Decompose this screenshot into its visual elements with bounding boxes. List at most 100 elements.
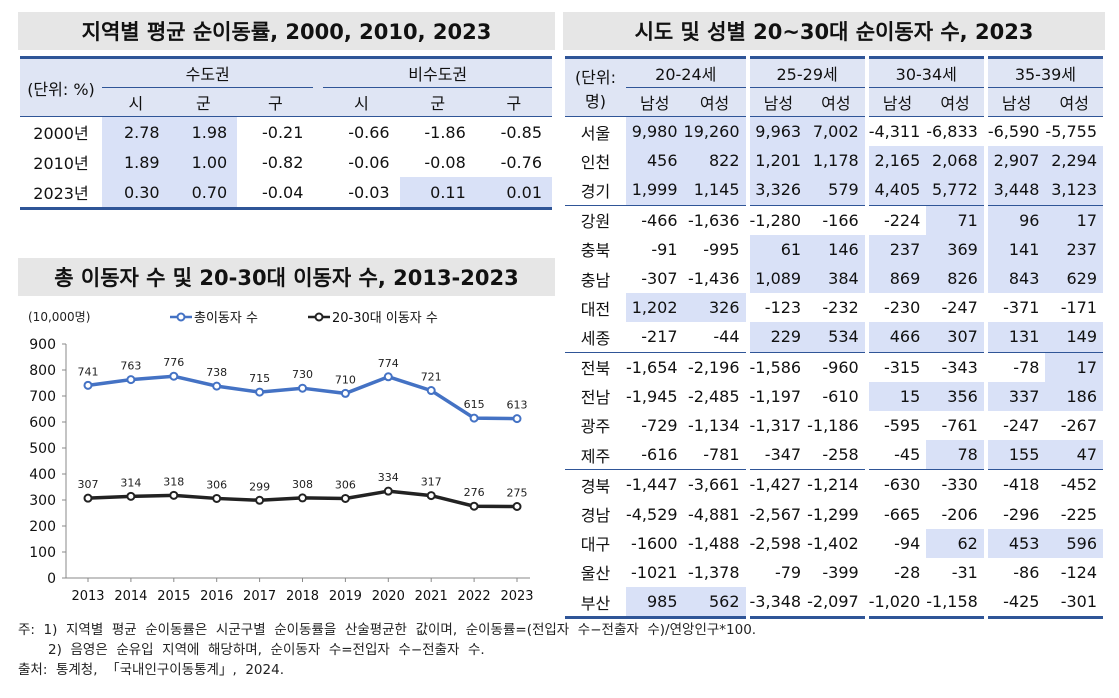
table-row: 인천 456 822 1,201 1,178 2,165 2,068 2,907 2,294	[565, 146, 1103, 176]
table-cell: 7,002	[807, 116, 867, 147]
table-row: 전북 -1,654 -2,196 -1,586 -960 -315 -343 -78 17	[565, 351, 1103, 382]
y-tick-label: 300	[29, 493, 56, 509]
table-cell: 1.98	[169, 116, 238, 147]
table-cell: -1600	[631, 533, 678, 553]
table-cell: -0.66	[348, 122, 390, 142]
table-cell: -1,945	[625, 386, 678, 406]
table-cell: -267	[1060, 415, 1097, 435]
data-label: 721	[421, 371, 442, 384]
table-cell: 47	[1045, 440, 1103, 470]
data-point	[169, 371, 179, 381]
x-tick-label: 2016	[200, 589, 233, 604]
sex-header: 남성	[625, 87, 684, 117]
row-region: 울산	[580, 564, 611, 584]
table-cell: -1,134	[687, 415, 740, 435]
data-label: 776	[163, 356, 184, 369]
data-point	[126, 375, 136, 385]
table1-title: 지역별 평균 순이동률, 2000, 2010, 2023	[18, 12, 555, 50]
data-label: 715	[249, 372, 270, 385]
table-cell: -347	[745, 440, 808, 470]
table-cell: -91	[651, 239, 678, 259]
unit-label: (단위: %)	[20, 56, 102, 117]
table-cell: 19,260	[683, 116, 748, 147]
table-cell: -425	[983, 587, 1046, 620]
table-cell: -1,186	[807, 415, 859, 435]
table-cell: 2.78	[102, 116, 170, 147]
subcol-header: 구	[475, 87, 552, 117]
sex-header: 남성	[745, 87, 808, 117]
table-cell: -3,661	[683, 469, 748, 500]
data-point	[255, 387, 265, 397]
table-cell: -1,427	[745, 469, 808, 500]
data-point	[212, 493, 222, 503]
table-cell: -124	[1060, 562, 1097, 582]
table-cell: -4,881	[687, 504, 740, 524]
table-cell: 62	[926, 528, 986, 558]
table-cell: 3,123	[1045, 175, 1103, 206]
table-cell: 237	[864, 234, 927, 264]
table-cell: 843	[983, 263, 1046, 294]
table-cell: 149	[1045, 322, 1103, 352]
table-cell: -247	[983, 410, 1046, 441]
data-point	[83, 380, 93, 390]
data-point	[298, 493, 307, 503]
group-capital: 수도권	[102, 56, 314, 88]
table-row: 충북 -91 -995 61 146 237 369 141 237	[565, 234, 1103, 264]
table-cell: -6,833	[926, 122, 978, 142]
subcol-header: 군	[169, 87, 238, 117]
sex-header: 여성	[926, 87, 986, 117]
table-cell: 17	[1045, 351, 1103, 382]
table-cell: -781	[703, 445, 740, 465]
data-label: 308	[292, 478, 313, 491]
table-cell: -225	[1060, 504, 1097, 524]
data-label: 306	[206, 478, 227, 491]
subcol-header: 군	[399, 87, 476, 117]
age-group-header: 25-29세	[745, 56, 867, 88]
table-row: 대전 1,202 326 -123 -232 -230 -247 -371 -171	[565, 293, 1103, 323]
sido-sex-migrants-table: (단위: 명) 20-24세 25-29세 30-34세 35-39세 남성 여성 남성 여…	[565, 56, 1103, 620]
table-cell: 356	[926, 381, 986, 411]
table-cell: 5,772	[926, 175, 986, 206]
table-cell: 146	[807, 234, 867, 264]
y-axis-label: (10,000명)	[28, 310, 90, 324]
table-cell: -1,299	[807, 504, 859, 524]
data-point	[212, 381, 222, 391]
table-cell: -1,197	[745, 381, 808, 411]
table-cell: 2,294	[1045, 146, 1103, 176]
row-region: 전남	[580, 388, 611, 408]
table-cell: 1,145	[683, 175, 748, 206]
table-cell: -0.04	[237, 177, 314, 210]
series-line	[87, 374, 518, 421]
table-cell: -28	[864, 557, 927, 587]
table-cell: -1,317	[745, 410, 808, 441]
source-note: 출처: 통계청, 「국내인구이동통계」, 2024.	[18, 662, 284, 678]
y-tick-label: 900	[29, 337, 56, 353]
data-label: 275	[507, 487, 528, 500]
table-cell: -418	[983, 469, 1046, 500]
row-region: 경북	[565, 469, 626, 500]
table-row: 부산 985 562 -3,348 -2,097 -1,020 -1,158 -425 -301	[565, 587, 1103, 620]
data-label: 299	[249, 480, 270, 493]
table-cell: -258	[822, 445, 859, 465]
sex-header: 여성	[807, 87, 867, 117]
table-cell: 1,202	[625, 293, 684, 323]
y-tick-label: 0	[47, 571, 56, 587]
table-row: 경남 -4,529 -4,881 -2,567 -1,299 -665 -206 -296 -2…	[565, 499, 1103, 529]
data-point	[469, 413, 479, 423]
table-cell: 141	[983, 234, 1046, 264]
table-cell: -301	[1045, 587, 1103, 620]
table-cell: -1,378	[687, 562, 740, 582]
legend-label: 20-30대 이동자 수	[332, 311, 438, 326]
age-group-header: 35-39세	[983, 56, 1103, 88]
table-cell: 229	[745, 322, 808, 352]
data-label: 741	[78, 365, 99, 378]
x-tick-label: 2022	[458, 589, 491, 604]
table-cell: -1,586	[745, 351, 808, 382]
data-label: 615	[464, 398, 485, 411]
legend-marker	[314, 312, 324, 322]
table-row: 대구 -1600 -1,488 -2,598 -1,402 -94 62 453 596	[565, 528, 1103, 558]
subcol-header: 구	[237, 87, 314, 117]
age-group-header: 20-24세	[625, 56, 748, 88]
x-tick-label: 2018	[286, 589, 319, 604]
table-cell: -2,196	[683, 351, 748, 382]
